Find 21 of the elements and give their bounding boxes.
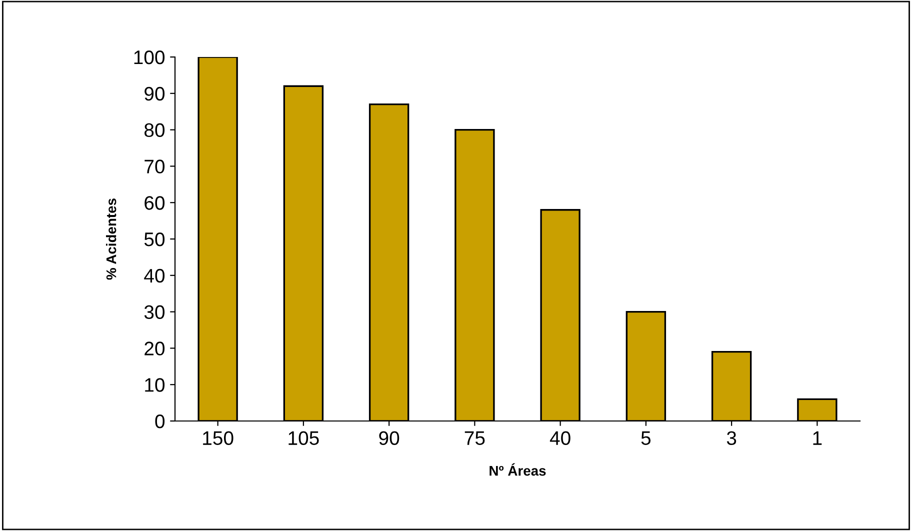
y-tick-label: 100 [134,50,165,64]
x-tick-label: 3 [726,431,736,446]
y-tick-label: 40 [144,268,165,283]
x-tick-label: 90 [379,431,400,446]
y-tick-label: 60 [144,196,165,210]
y-tick-label: 20 [144,342,165,356]
y-tick-label: 70 [144,160,165,174]
y-tick-label: 50 [144,232,165,246]
x-axis-title: Nº Áreas [490,463,546,476]
y-axis-title: % Acidentes [106,198,116,280]
x-tick-label: 1 [813,431,822,445]
x-tick-label: 105 [288,431,319,446]
y-tick-label: 80 [144,123,165,138]
y-tick-label: 0 [155,414,165,428]
y-tick-label: 10 [145,378,165,392]
x-tick-label: 75 [464,431,485,446]
y-tick-label: 90 [144,86,165,101]
x-tick-label: 150 [203,431,234,446]
y-tick-label: 30 [144,305,165,320]
x-tick-label: 5 [641,431,651,446]
x-tick-label: 40 [550,431,570,446]
